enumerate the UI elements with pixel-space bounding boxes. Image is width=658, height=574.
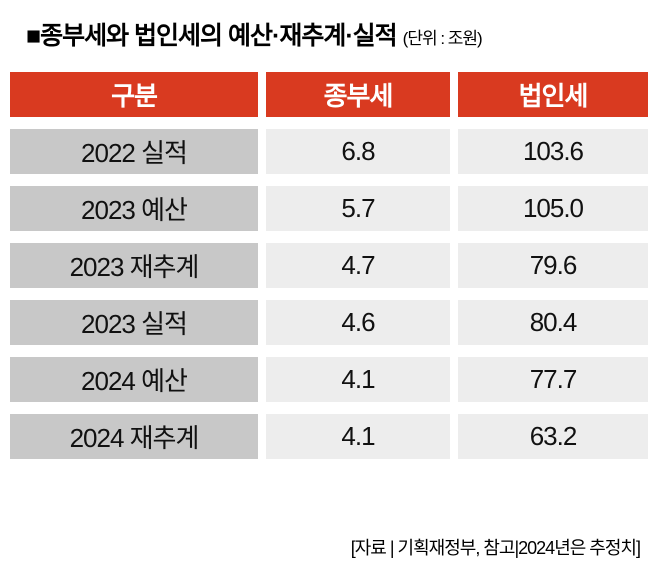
row-label: 2023 예산: [10, 186, 258, 231]
table-cell: 103.6: [458, 129, 648, 174]
table-cell: 6.8: [266, 129, 450, 174]
table-cell: 4.7: [266, 243, 450, 288]
title-text: ■종부세와 법인세의 예산·재추계·실적: [26, 22, 398, 50]
column-header-gubun: 구분: [10, 72, 258, 117]
table-cell: 5.7: [266, 186, 450, 231]
column-header-jongbuse: 종부세: [266, 72, 450, 117]
data-table: 구분 종부세 법인세 2022 실적 6.8 103.6 2023 예산 5.7…: [10, 72, 648, 459]
row-label: 2024 예산: [10, 357, 258, 402]
table-cell: 4.1: [266, 414, 450, 459]
row-label: 2022 실적: [10, 129, 258, 174]
page-title: ■종부세와 법인세의 예산·재추계·실적 (단위 : 조원): [0, 0, 658, 66]
table-cell: 80.4: [458, 300, 648, 345]
title-unit-label: (단위 : 조원): [402, 29, 483, 48]
source-note: [자료 | 기획재정부, 참고|2024년은 추정치]: [350, 538, 641, 558]
row-label: 2023 재추계: [10, 243, 258, 288]
table-cell: 79.6: [458, 243, 648, 288]
row-label: 2024 재추계: [10, 414, 258, 459]
table-cell: 77.7: [458, 357, 648, 402]
table-cell: 4.6: [266, 300, 450, 345]
table-cell: 105.0: [458, 186, 648, 231]
row-label: 2023 실적: [10, 300, 258, 345]
table-cell: 4.1: [266, 357, 450, 402]
column-header-beobinse: 법인세: [458, 72, 648, 117]
table-cell: 63.2: [458, 414, 648, 459]
